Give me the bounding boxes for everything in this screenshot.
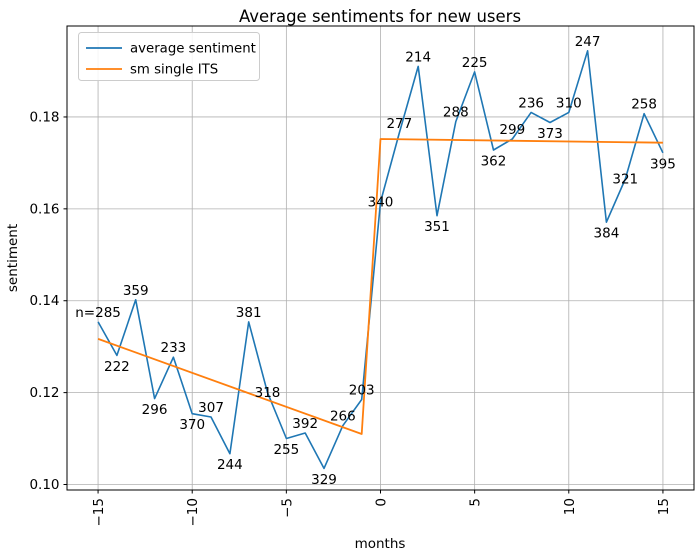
x-tick-label: 5 xyxy=(468,498,484,507)
point-label: 296 xyxy=(142,402,168,418)
point-label: 203 xyxy=(349,382,375,398)
x-tick-label: −10 xyxy=(185,498,201,527)
x-tick-label: 15 xyxy=(656,498,672,515)
point-label: 277 xyxy=(386,116,412,132)
point-label: 392 xyxy=(292,416,318,432)
point-label: 214 xyxy=(405,49,431,65)
chart-title: Average sentiments for new users xyxy=(239,7,521,26)
point-label: 258 xyxy=(631,97,657,113)
point-label: 244 xyxy=(217,457,243,473)
x-tick-label: 10 xyxy=(562,498,578,515)
y-tick-label: 0.14 xyxy=(29,293,59,309)
point-label: n=285 xyxy=(75,305,121,321)
point-label: 321 xyxy=(612,171,638,187)
point-label: 288 xyxy=(443,105,469,121)
grid xyxy=(67,26,694,490)
legend-box xyxy=(78,32,260,81)
point-label: 359 xyxy=(123,283,149,299)
point-label: 381 xyxy=(236,305,262,321)
point-label: 362 xyxy=(481,154,507,170)
point-label: 395 xyxy=(650,156,676,172)
point-label: 351 xyxy=(424,219,450,235)
point-label: 233 xyxy=(160,340,186,356)
point-label: 225 xyxy=(462,55,488,71)
point-label: 307 xyxy=(198,400,224,416)
point-label: 370 xyxy=(179,417,205,433)
point-label: 255 xyxy=(273,442,299,458)
legend-label: average sentiment xyxy=(130,42,256,57)
x-tick-label: −15 xyxy=(91,498,107,527)
legend: average sentiment sm single ITS xyxy=(78,32,260,81)
axes: −15 −10 −5 0 5 10 15 0.10 0.12 0.14 0.16 0.18 xyxy=(29,25,695,527)
series-average-sentiment xyxy=(97,49,664,470)
point-label: 373 xyxy=(537,126,563,142)
point-label: 318 xyxy=(255,385,281,401)
point-label: 310 xyxy=(556,95,582,111)
point-label: 299 xyxy=(499,122,525,138)
legend-label: sm single ITS xyxy=(130,63,218,78)
point-label: 340 xyxy=(368,194,394,210)
point-label: 266 xyxy=(330,409,356,425)
x-tick-label: 0 xyxy=(374,498,390,507)
y-axis-label: sentiment xyxy=(5,224,21,292)
y-tick-label: 0.12 xyxy=(29,385,59,401)
x-tick-label: −5 xyxy=(279,498,295,518)
point-label: 222 xyxy=(104,359,130,375)
point-label: 247 xyxy=(575,34,601,50)
y-tick-label: 0.18 xyxy=(29,109,59,125)
point-label: 384 xyxy=(594,226,620,242)
x-axis-label: months xyxy=(355,536,406,552)
y-tick-label: 0.16 xyxy=(29,201,59,217)
y-tick-label: 0.10 xyxy=(29,477,59,493)
point-label: 329 xyxy=(311,472,337,488)
point-label: 236 xyxy=(518,95,544,111)
series-sm-single-its xyxy=(97,138,663,435)
